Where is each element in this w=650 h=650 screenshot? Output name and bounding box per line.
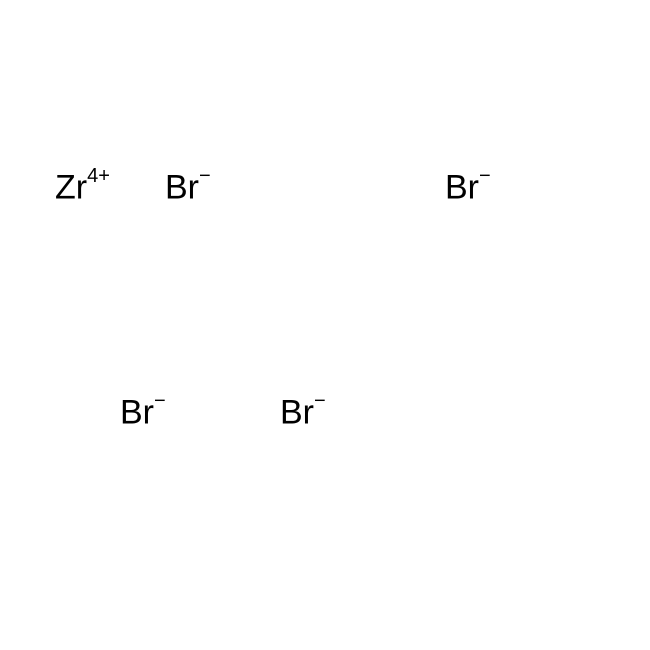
element-symbol: Br [165, 168, 199, 206]
ion-br-4: Br− [280, 395, 326, 429]
charge: − [154, 390, 166, 412]
ion-br-1: Br− [165, 170, 211, 204]
ion-zr: Zr4+ [55, 170, 110, 204]
element-symbol: Zr [55, 168, 87, 206]
ion-br-2: Br− [445, 170, 491, 204]
ion-br-3: Br− [120, 395, 166, 429]
element-symbol: Br [280, 393, 314, 431]
charge: − [199, 165, 211, 187]
charge: − [479, 165, 491, 187]
charge: 4+ [87, 165, 110, 187]
element-symbol: Br [120, 393, 154, 431]
charge: − [314, 390, 326, 412]
element-symbol: Br [445, 168, 479, 206]
